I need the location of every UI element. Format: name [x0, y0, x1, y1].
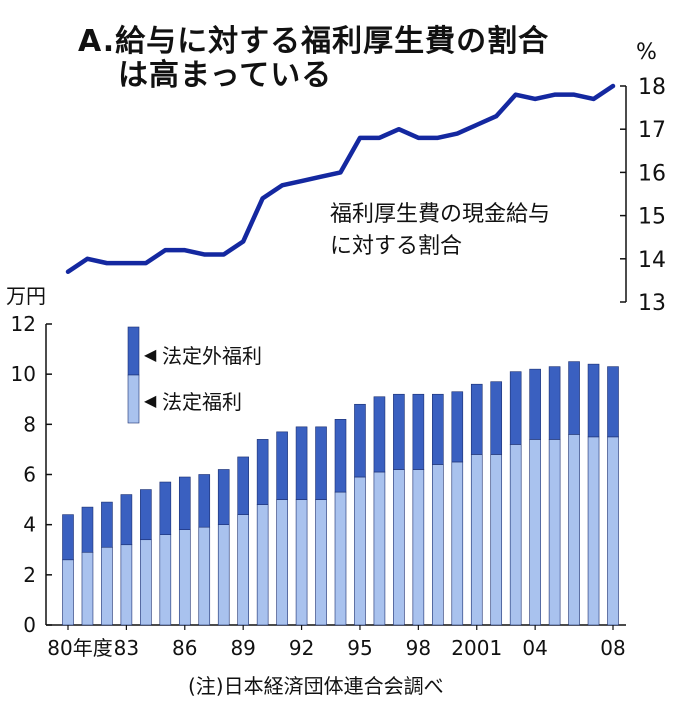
x-tick-label: 83 — [114, 636, 139, 660]
bar-statutory-1994 — [334, 491, 347, 626]
bar-non-statutory-1997 — [393, 393, 405, 470]
bar-non-statutory-2004 — [529, 368, 541, 440]
bar-y-tick-label: 2 — [23, 563, 36, 587]
line-series-label-1: 福利厚生費の現金給与 — [330, 202, 551, 227]
bar-non-statutory-1980 — [62, 514, 74, 561]
bar-statutory-2006 — [568, 434, 580, 626]
legend-swatch-statutory — [127, 374, 140, 424]
line-y-tick-label: 18 — [638, 75, 666, 100]
bar-non-statutory-2001 — [470, 383, 483, 455]
bar-y-tick-label: 0 — [23, 613, 36, 637]
chart-title-line1: A.給与に対する福利厚生費の割合 — [78, 24, 550, 59]
x-tick-label: 92 — [289, 636, 314, 660]
bar-statutory-1986 — [178, 529, 191, 626]
bar-non-statutory-1988 — [217, 469, 230, 525]
bar-statutory-1982 — [101, 546, 113, 626]
legend-label-statutory: 法定福利 — [162, 390, 242, 414]
bar-y-tick-label: 12 — [11, 312, 36, 336]
bar-y-tick-label: 6 — [23, 463, 36, 487]
chart-title-line2: は高まっている — [118, 58, 333, 93]
bar-non-statutory-2006 — [568, 361, 580, 435]
bar-y-tick-label: 4 — [23, 513, 36, 537]
bar-non-statutory-1981 — [81, 506, 94, 553]
bar-statutory-1997 — [393, 469, 405, 626]
bar-statutory-1985 — [159, 534, 172, 626]
line-series-label-2: に対する割合 — [330, 234, 463, 259]
x-tick-label: 04 — [522, 636, 547, 660]
bar-non-statutory-2002 — [490, 381, 503, 455]
bar-non-statutory-1999 — [432, 393, 444, 465]
bar-non-statutory-1992 — [295, 426, 308, 500]
line-series-welfare-ratio — [65, 83, 616, 275]
legend-swatch-non-statutory — [127, 326, 140, 376]
x-tick-label: 89 — [230, 636, 255, 660]
x-tick-label: 80年度 — [47, 636, 112, 660]
bar-statutory-1993 — [315, 499, 327, 626]
bar-non-statutory-1984 — [140, 489, 152, 541]
bar-statutory-1984 — [140, 539, 152, 626]
bar-non-statutory-1994 — [334, 419, 347, 493]
bar-non-statutory-1998 — [412, 393, 425, 470]
x-tick-label: 95 — [347, 636, 372, 660]
bar-non-statutory-1983 — [120, 494, 133, 546]
bar-statutory-2005 — [548, 439, 561, 626]
bar-non-statutory-1995 — [354, 403, 366, 478]
bar-non-statutory-1986 — [178, 476, 191, 530]
x-tick-label: 2001 — [451, 636, 502, 660]
bar-statutory-2001 — [470, 454, 483, 626]
bar-statutory-2008 — [607, 436, 619, 626]
line-y-tick-label: 13 — [638, 291, 666, 316]
bar-non-statutory-1982 — [101, 501, 113, 548]
right-axis-unit: % — [636, 40, 657, 65]
bar-statutory-1991 — [276, 499, 288, 626]
bar-statutory-1980 — [62, 559, 74, 626]
bar-y-tick-label: 8 — [23, 412, 36, 436]
bar-non-statutory-1990 — [256, 439, 269, 505]
x-tick-label: 86 — [172, 636, 197, 660]
bar-non-statutory-1996 — [373, 396, 386, 473]
bar-non-statutory-2008 — [607, 366, 619, 438]
bar-non-statutory-2005 — [548, 366, 561, 440]
bar-statutory-1999 — [432, 464, 444, 626]
bar-statutory-2003 — [509, 444, 522, 626]
line-y-tick-label: 17 — [638, 118, 666, 143]
bar-statutory-1987 — [198, 526, 211, 626]
bar-non-statutory-2007 — [587, 363, 600, 438]
bar-statutory-2000 — [451, 461, 464, 626]
line-y-tick-label: 14 — [638, 248, 666, 273]
bar-non-statutory-1987 — [198, 474, 211, 528]
x-tick-label: 08 — [600, 636, 625, 660]
legend-marker-statutory: ◀ — [144, 391, 157, 410]
left-axis-unit: 万円 — [6, 284, 46, 308]
bar-statutory-1983 — [120, 544, 133, 626]
bar-y-tick-label: 10 — [11, 362, 36, 386]
bar-statutory-1995 — [354, 476, 366, 626]
bar-non-statutory-1993 — [315, 426, 327, 500]
bar-non-statutory-1991 — [276, 431, 288, 500]
bar-statutory-1990 — [256, 504, 269, 626]
bar-non-statutory-1989 — [237, 456, 249, 515]
bar-statutory-1998 — [412, 469, 425, 626]
legend-marker-non-statutory: ◀ — [144, 345, 157, 364]
bar-statutory-1996 — [373, 471, 386, 626]
line-y-tick-label: 15 — [638, 205, 666, 230]
bar-statutory-1981 — [81, 551, 94, 626]
bar-statutory-2007 — [587, 436, 600, 626]
source-note: (注)日本経済団体連合会調べ — [188, 674, 444, 698]
legend-label-non-statutory: 法定外福利 — [162, 344, 262, 368]
line-y-tick-label: 16 — [638, 161, 666, 186]
bar-non-statutory-2003 — [509, 371, 522, 445]
bar-statutory-1988 — [217, 524, 230, 626]
bar-statutory-2002 — [490, 454, 503, 626]
bar-statutory-1989 — [237, 514, 249, 626]
bar-statutory-2004 — [529, 439, 541, 626]
bar-non-statutory-1985 — [159, 481, 172, 535]
x-tick-label: 98 — [406, 636, 431, 660]
bar-non-statutory-2000 — [451, 391, 464, 463]
bar-statutory-1992 — [295, 499, 308, 626]
